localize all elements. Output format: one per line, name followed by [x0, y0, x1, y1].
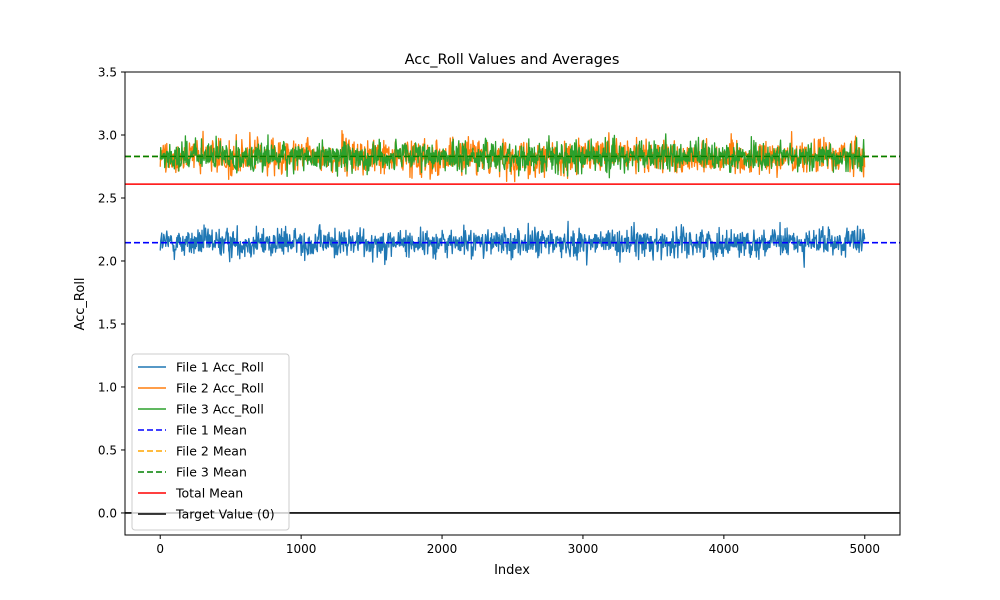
plot-area — [125, 129, 900, 514]
legend-label: File 3 Acc_Roll — [176, 402, 264, 417]
chart-title: Acc_Roll Values and Averages — [405, 52, 620, 68]
legend-label: File 2 Acc_Roll — [176, 381, 264, 396]
legend-label: File 3 Mean — [176, 465, 247, 480]
x-tick-label: 5000 — [849, 542, 880, 556]
y-tick-label: 1.5 — [98, 317, 117, 331]
x-axis-label: Index — [494, 563, 530, 578]
x-tick-label: 0 — [156, 542, 164, 556]
y-tick-label: 3.5 — [98, 66, 117, 80]
y-tick-label: 0.0 — [98, 506, 117, 520]
legend-label: Target Value (0) — [175, 507, 275, 522]
y-tick-label: 2.0 — [98, 254, 117, 268]
x-tick-label: 3000 — [568, 542, 599, 556]
y-axis-label: Acc_Roll — [73, 277, 88, 330]
x-tick-label: 1000 — [286, 542, 317, 556]
series-line-file-1 — [159, 220, 866, 268]
x-tick-label: 2000 — [427, 542, 458, 556]
y-tick-label: 3.0 — [98, 128, 117, 142]
y-tick-label: 1.0 — [98, 380, 117, 394]
x-tick-label: 4000 — [709, 542, 740, 556]
legend-label: File 2 Mean — [176, 444, 247, 459]
legend-label: Total Mean — [175, 486, 243, 501]
y-tick-label: 0.5 — [98, 443, 117, 457]
y-axis: 0.0 0.5 1.0 1.5 2.0 2.5 3.0 3.5 — [98, 66, 125, 520]
legend-box — [131, 353, 290, 531]
legend-label: File 1 Acc_Roll — [176, 360, 264, 375]
plot-frame — [124, 71, 901, 536]
legend: File 1 Acc_Roll File 2 Acc_Roll File 3 Acc… — [131, 353, 290, 531]
x-axis: 0 1000 2000 3000 4000 5000 — [156, 535, 880, 556]
y-tick-label: 2.5 — [98, 191, 117, 205]
legend-label: File 1 Mean — [176, 423, 247, 438]
